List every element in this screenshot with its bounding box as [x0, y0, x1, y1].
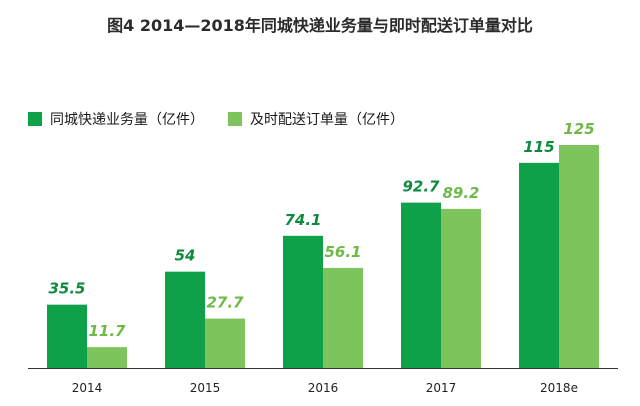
x-tick-label-2015: 2015 — [190, 381, 221, 395]
x-tick-label-2016: 2016 — [308, 381, 339, 395]
data-label-series-1-2016: 74.1 — [284, 211, 321, 229]
legend-swatch-series-2 — [228, 112, 242, 126]
legend: 同城快递业务量（亿件） 及时配送订单量（亿件） — [28, 108, 428, 130]
legend-swatch-series-1 — [28, 112, 42, 126]
data-label-series-1-2017: 92.7 — [402, 178, 440, 196]
data-label-series-2-2017: 89.2 — [442, 184, 479, 202]
bar-series-1-2014 — [47, 304, 87, 368]
bar-series-2-2018e — [559, 145, 599, 368]
bar-series-1-2016 — [283, 235, 323, 368]
legend-label-series-1: 同城快递业务量（亿件） — [50, 112, 204, 128]
x-tick-label-2018e: 2018e — [540, 381, 578, 395]
bar-series-2-2017 — [441, 208, 481, 368]
legend-item-series-1: 同城快递业务量（亿件） — [28, 109, 204, 129]
data-label-series-2-2014: 11.7 — [88, 322, 126, 340]
bar-series-1-2017 — [401, 202, 441, 368]
x-tick-label-2014: 2014 — [72, 381, 103, 395]
bar-series-2-2016 — [323, 267, 363, 368]
data-label-series-2-2016: 56.1 — [324, 243, 361, 261]
chart-title: 图4 2014—2018年同城快递业务量与即时配送订单量对比 — [107, 16, 533, 35]
data-label-series-1-2014: 35.5 — [48, 280, 85, 298]
bar-series-2-2015 — [205, 318, 245, 368]
legend-label-series-2: 及时配送订单量（亿件） — [250, 112, 404, 128]
data-label-series-2-2018e: 125 — [563, 120, 594, 138]
x-tick-label-2017: 2017 — [426, 381, 457, 395]
bar-series-1-2018e — [519, 162, 559, 368]
data-label-series-1-2015: 54 — [175, 247, 196, 265]
data-label-series-1-2018e: 115 — [523, 138, 554, 156]
legend-item-series-2: 及时配送订单量（亿件） — [228, 109, 404, 129]
bar-series-1-2015 — [165, 271, 205, 368]
data-label-series-2-2015: 27.7 — [206, 294, 244, 312]
bar-series-2-2014 — [87, 347, 127, 368]
